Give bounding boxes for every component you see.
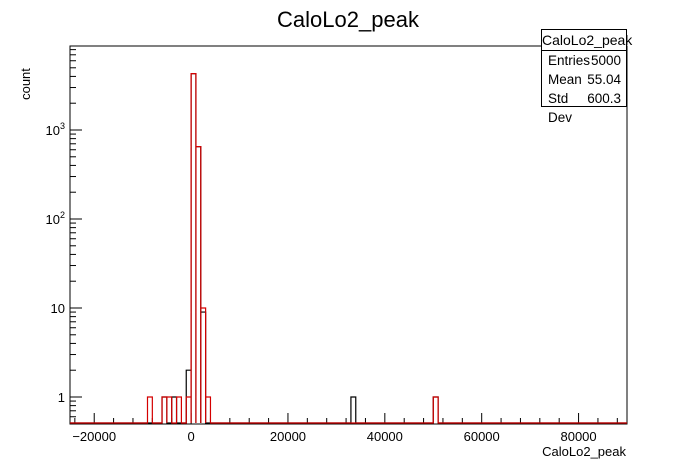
x-tick-label: 20000 <box>270 429 306 444</box>
x-tick-label: 0 <box>187 429 194 444</box>
stats-label: Std Dev <box>548 91 573 125</box>
x-tick-label: 60000 <box>464 429 500 444</box>
y-tick-label: 103 <box>46 121 65 138</box>
plot-frame <box>69 45 628 425</box>
stats-row-mean: Mean 55.04 <box>542 70 626 89</box>
x-axis: −20000 0 20000 40000 60000 80000 <box>72 413 618 444</box>
x-axis-label: CaloLo2_peak <box>542 444 626 459</box>
stats-value: 55.04 <box>587 72 621 87</box>
histogram-bins <box>70 73 627 424</box>
chart-title: CaloLo2_peak <box>277 7 420 32</box>
x-tick-label: 80000 <box>560 429 596 444</box>
histogram-series <box>70 73 627 424</box>
x-tick-label: −20000 <box>72 429 116 444</box>
histogram-series <box>70 73 627 424</box>
y-tick-label: 10 <box>51 301 65 316</box>
stats-value: 5000 <box>590 53 621 68</box>
y-axis: 1 10 102 103 <box>46 49 82 425</box>
stats-value: 600.3 <box>587 91 621 106</box>
stats-row-entries: Entries 5000 <box>542 51 626 70</box>
stats-title: CaloLo2_peak <box>542 30 632 51</box>
y-tick-label: 1 <box>58 390 65 405</box>
x-tick-label: 40000 <box>367 429 403 444</box>
stats-label: Entries <box>548 53 591 68</box>
y-tick-label: 102 <box>46 210 65 227</box>
y-axis-label: count <box>18 68 33 100</box>
stats-box: CaloLo2_peak Entries 5000 Mean 55.04 Std… <box>541 29 632 125</box>
stats-label: Mean <box>548 72 582 87</box>
stats-row-stddev: Std Dev 600.3 <box>542 89 626 125</box>
